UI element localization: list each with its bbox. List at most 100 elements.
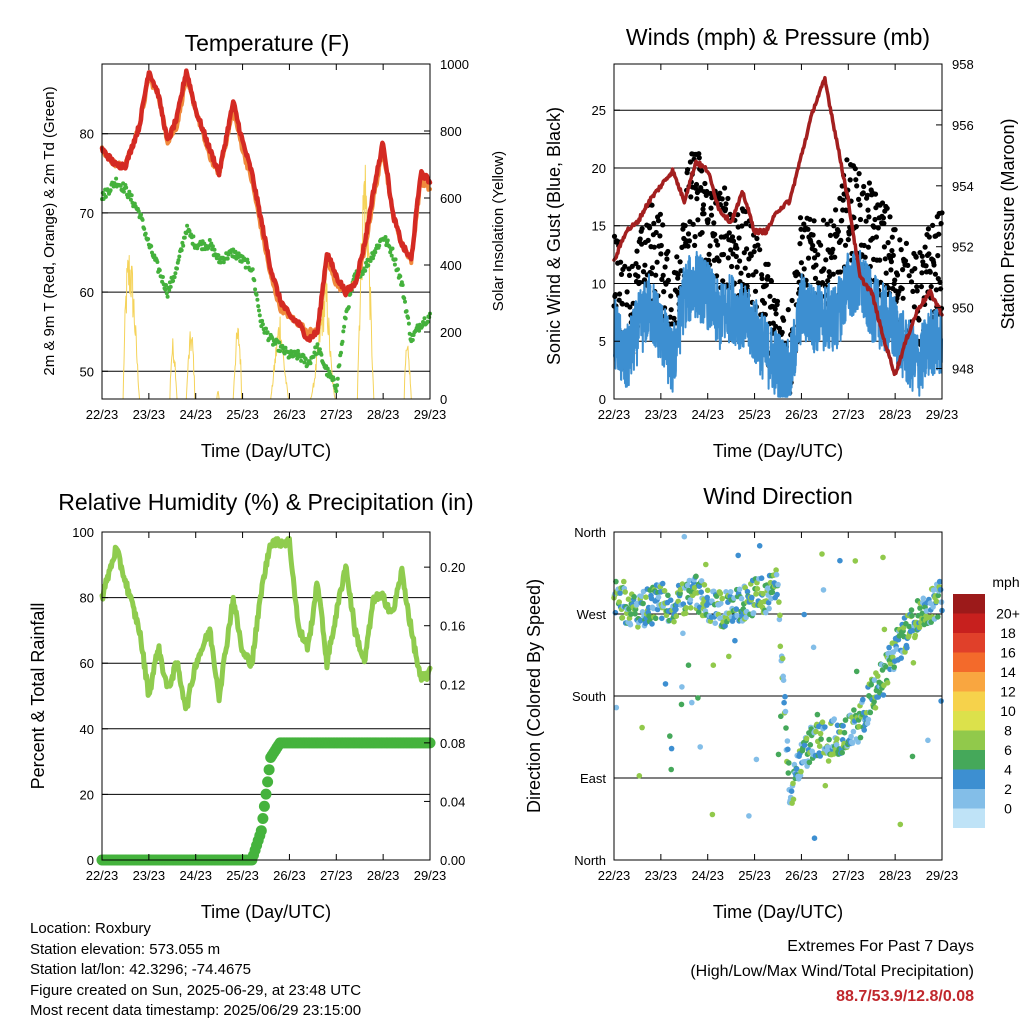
dewpoint-point (121, 189, 126, 194)
gust-point (640, 269, 647, 275)
gust-point (686, 238, 693, 244)
direction-point (785, 770, 792, 776)
dewpoint-point (308, 361, 313, 366)
gust-point (889, 234, 895, 240)
gust-point (773, 311, 779, 317)
gust-point (797, 241, 803, 247)
gust-point (629, 263, 635, 269)
direction-point (820, 587, 827, 593)
direction-point (749, 594, 755, 601)
direction-point (822, 724, 828, 730)
gust-point (781, 317, 787, 323)
direction-point (744, 588, 751, 595)
direction-point (640, 600, 646, 607)
direction-point (704, 594, 710, 601)
direction-point (701, 582, 708, 588)
gust-point (914, 284, 920, 290)
y2-tick-label: 0.16 (440, 619, 465, 634)
gust-point (875, 225, 881, 231)
y2-tick-label: 0.20 (440, 560, 465, 575)
direction-point (849, 740, 856, 746)
y-tick-label: 60 (80, 656, 94, 671)
dewpoint-point (155, 260, 160, 264)
gust-point (725, 195, 731, 202)
direction-point (875, 673, 881, 679)
dewpoint-point (427, 315, 432, 320)
gust-point (908, 279, 915, 285)
colorbar-label: 12 (1000, 684, 1016, 700)
direction-point (616, 599, 622, 605)
direction-point (635, 624, 641, 630)
direction-point (875, 694, 882, 700)
direction-point (908, 607, 915, 613)
direction-point (710, 662, 717, 668)
y-tick-label: 0 (87, 853, 94, 868)
gust-point (729, 234, 736, 240)
gust-point (635, 264, 642, 270)
gust-point (925, 226, 932, 232)
y2-tick-label: 0 (440, 392, 447, 407)
dewpoint-point (406, 321, 411, 326)
gust-point (717, 190, 723, 196)
dewpoint-point (140, 217, 145, 222)
direction-point (842, 717, 849, 723)
colorbar-label: 20+ (996, 606, 1020, 622)
gust-point (774, 298, 781, 304)
dewpoint-point (250, 267, 255, 272)
dewpoint-point (403, 299, 407, 304)
x-tick-label: 25/23 (226, 868, 259, 883)
gust-point (675, 272, 681, 278)
gust-point (884, 205, 890, 211)
gust-point (701, 211, 707, 217)
colorbar-label: 6 (1004, 742, 1012, 758)
gust-point (744, 246, 750, 252)
direction-point (920, 595, 927, 602)
dewpoint-point (404, 309, 409, 314)
direction-point (790, 796, 797, 803)
gust-point (765, 261, 771, 267)
colorbar-swatch (953, 691, 985, 711)
direction-point (717, 590, 724, 597)
gust-point (877, 257, 883, 263)
gust-point (745, 272, 752, 278)
gust-point (810, 242, 816, 249)
gust-point (815, 252, 821, 258)
direction-point (760, 590, 766, 597)
dewpoint-point (315, 342, 320, 347)
direction-point (782, 693, 788, 700)
direction-point (688, 605, 694, 611)
gust-point (763, 282, 769, 288)
y2-tick-label: 600 (440, 191, 462, 206)
dewpoint-point (157, 268, 162, 273)
x-tick-label: 25/23 (738, 868, 771, 883)
direction-point (695, 695, 701, 701)
dewpoint-point (149, 244, 154, 249)
gust-point (933, 287, 940, 293)
direction-point (683, 605, 689, 611)
direction-point (871, 698, 877, 705)
direction-point (636, 773, 643, 779)
direction-point (822, 782, 829, 789)
direction-point (777, 612, 783, 619)
direction-point (712, 620, 718, 626)
gust-point (890, 252, 896, 258)
gust-point (837, 269, 843, 275)
gust-point (739, 223, 745, 229)
gust-point (641, 277, 648, 283)
gust-point (692, 234, 698, 240)
direction-point (910, 660, 917, 666)
gust-point (742, 265, 748, 271)
direction-point (857, 734, 864, 741)
direction-point (655, 594, 662, 600)
direction-point (673, 606, 679, 613)
gust-point (664, 256, 670, 262)
dewpoint-point (278, 349, 283, 354)
gust-point (845, 237, 851, 243)
gust-point (914, 288, 920, 294)
dewpoint-point (225, 256, 230, 261)
direction-point (693, 573, 699, 580)
direction-point (696, 609, 702, 615)
colorbar-swatch (953, 730, 985, 750)
gust-point (853, 224, 859, 230)
gust-point (828, 218, 834, 224)
